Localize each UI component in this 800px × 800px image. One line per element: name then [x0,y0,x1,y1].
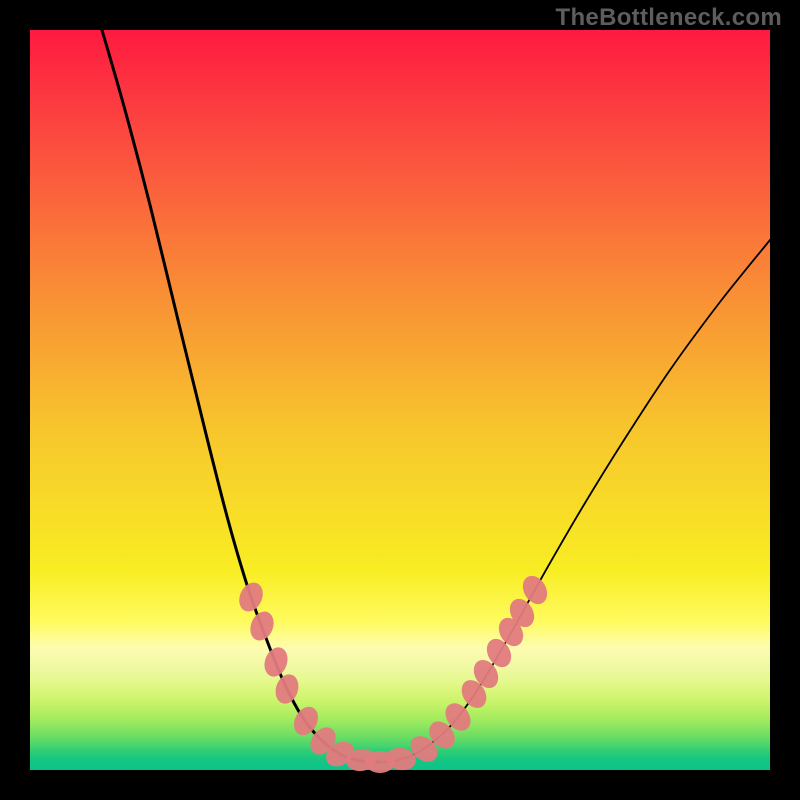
watermark-text: TheBottleneck.com [556,4,782,32]
data-markers [30,30,770,770]
marker-point [272,671,302,706]
plot-area [30,30,770,770]
marker-point [261,644,292,680]
marker-point [246,608,278,644]
marker-point [235,579,267,615]
